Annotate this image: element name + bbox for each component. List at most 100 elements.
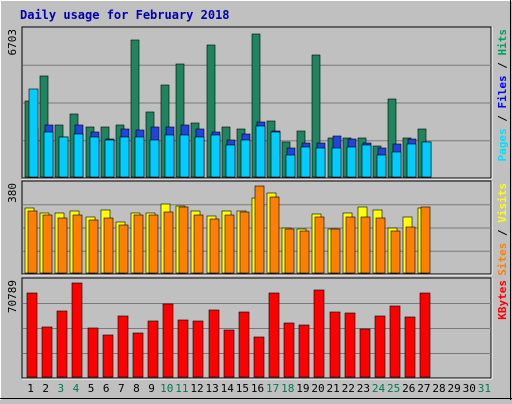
bar-pages-day-8 <box>134 136 145 178</box>
bar-pages-day-6 <box>104 139 115 178</box>
x-tick-label-1: 1 <box>27 382 34 395</box>
bar-kbytes-day-16 <box>253 336 265 378</box>
legend-text-part: Pages <box>496 128 509 161</box>
bar-sites-day-25 <box>390 230 401 274</box>
bar-pages-day-15 <box>240 139 251 178</box>
bar-kbytes-day-17 <box>268 292 280 378</box>
bar-kbytes-day-24 <box>374 315 386 378</box>
x-tick-label-25: 25 <box>387 382 400 395</box>
x-tick-label-5: 5 <box>88 382 95 395</box>
x-tick-label-27: 27 <box>417 382 430 395</box>
bar-sites-day-19 <box>299 230 310 274</box>
x-tick-label-6: 6 <box>103 382 110 395</box>
legend-text-part: / <box>496 109 509 129</box>
bar-pages-day-4 <box>73 133 84 178</box>
bar-kbytes-day-3 <box>56 310 68 378</box>
bar-pages-day-13 <box>210 134 221 178</box>
bar-kbytes-day-26 <box>404 316 416 378</box>
bar-pages-day-21 <box>331 147 342 178</box>
bar-pages-day-7 <box>119 136 130 178</box>
bar-sites-day-12 <box>193 214 204 274</box>
legend-text-part: Visits <box>496 183 509 223</box>
bar-sites-day-7 <box>118 224 129 274</box>
bar-pages-day-25 <box>391 151 402 178</box>
bar-pages-day-20 <box>315 147 326 178</box>
x-tick-label-29: 29 <box>448 382 461 395</box>
x-axis: 1 2 3 4 5 6 7 8 9 10 11 12 13 14 15 16 17 18 19 20 21 22 23 24 2… <box>27 382 491 395</box>
bar-sites-day-11 <box>178 206 189 274</box>
bar-sites-day-9 <box>148 214 159 274</box>
bar-kbytes-day-2 <box>41 326 53 378</box>
bar-sites-day-8 <box>133 214 144 274</box>
x-tick-label-16: 16 <box>251 382 264 395</box>
bar-pages-day-12 <box>194 136 205 178</box>
x-tick-label-8: 8 <box>133 382 140 395</box>
panel-kbytes: 70789 KBytes <box>6 277 509 380</box>
bar-kbytes-day-8 <box>132 332 144 378</box>
bar-pages-day-23 <box>361 144 372 178</box>
x-tick-label-19: 19 <box>296 382 309 395</box>
x-tick-label-14: 14 <box>221 382 235 395</box>
bar-sites-day-21 <box>330 228 341 274</box>
chart-title: Daily usage for February 2018 <box>20 8 230 22</box>
bar-kbytes-day-5 <box>87 327 99 378</box>
bar-pages-day-1 <box>28 88 39 178</box>
bar-kbytes-day-15 <box>238 311 250 378</box>
x-tick-label-12: 12 <box>190 382 203 395</box>
bar-kbytes-day-7 <box>117 315 129 378</box>
legend-text-part: / <box>496 223 509 243</box>
bar-pages-day-11 <box>179 134 190 178</box>
series-legend-label: KBytes <box>496 280 509 320</box>
bar-pages-day-17 <box>270 131 281 178</box>
legend-text-part: Hits <box>496 29 509 56</box>
bar-pages-day-26 <box>406 143 417 178</box>
x-tick-label-9: 9 <box>148 382 155 395</box>
x-tick-label-17: 17 <box>266 382 279 395</box>
x-tick-label-26: 26 <box>402 382 415 395</box>
legend-text-part: Files <box>496 75 509 108</box>
y-max-label: 6703 <box>6 29 19 56</box>
bar-sites-day-15 <box>239 211 250 274</box>
bar-pages-day-5 <box>89 136 100 178</box>
panel-hits_files_pages: 6703 Pages / Files / Hits <box>6 26 509 180</box>
y-max-label: 380 <box>6 183 19 203</box>
bar-sites-day-16 <box>254 185 265 274</box>
bar-kbytes-day-10 <box>162 303 174 378</box>
bar-pages-day-16 <box>255 125 266 178</box>
x-tick-label-3: 3 <box>58 382 65 395</box>
bar-sites-day-26 <box>405 226 416 274</box>
x-tick-label-30: 30 <box>463 382 476 395</box>
bar-kbytes-day-6 <box>102 334 114 378</box>
bar-kbytes-day-25 <box>389 305 401 378</box>
bar-kbytes-day-18 <box>283 322 295 378</box>
x-tick-label-11: 11 <box>175 382 188 395</box>
legend-text-part: / <box>496 56 509 76</box>
bar-pages-day-14 <box>225 144 236 178</box>
bar-kbytes-day-13 <box>208 309 220 378</box>
bar-sites-day-27 <box>420 206 431 274</box>
bar-pages-day-19 <box>300 146 311 178</box>
bar-kbytes-day-9 <box>147 320 159 378</box>
bar-kbytes-day-14 <box>223 329 235 378</box>
bar-kbytes-day-23 <box>359 328 371 378</box>
series-legend-label: Pages / Files / Hits <box>496 29 509 162</box>
bar-pages-day-24 <box>376 154 387 178</box>
y-max-label: 70789 <box>6 280 19 313</box>
bar-kbytes-day-27 <box>419 292 431 378</box>
x-tick-label-10: 10 <box>160 382 173 395</box>
series-legend-label: Sites / Visits <box>496 183 509 276</box>
bar-kbytes-day-11 <box>177 319 189 378</box>
bar-sites-day-2 <box>42 214 53 274</box>
bar-pages-day-2 <box>43 131 54 178</box>
bar-sites-day-10 <box>163 211 174 274</box>
chart-panels: 6703 Pages / Files / Hits 380 Sites / Visit… <box>6 26 509 380</box>
bar-pages-day-27 <box>421 141 432 178</box>
x-tick-label-18: 18 <box>281 382 294 395</box>
bar-sites-day-18 <box>284 228 295 274</box>
x-tick-label-15: 15 <box>236 382 249 395</box>
legend-text-part: Sites <box>496 243 509 276</box>
x-tick-label-2: 2 <box>42 382 49 395</box>
bar-kbytes-day-20 <box>313 289 325 378</box>
